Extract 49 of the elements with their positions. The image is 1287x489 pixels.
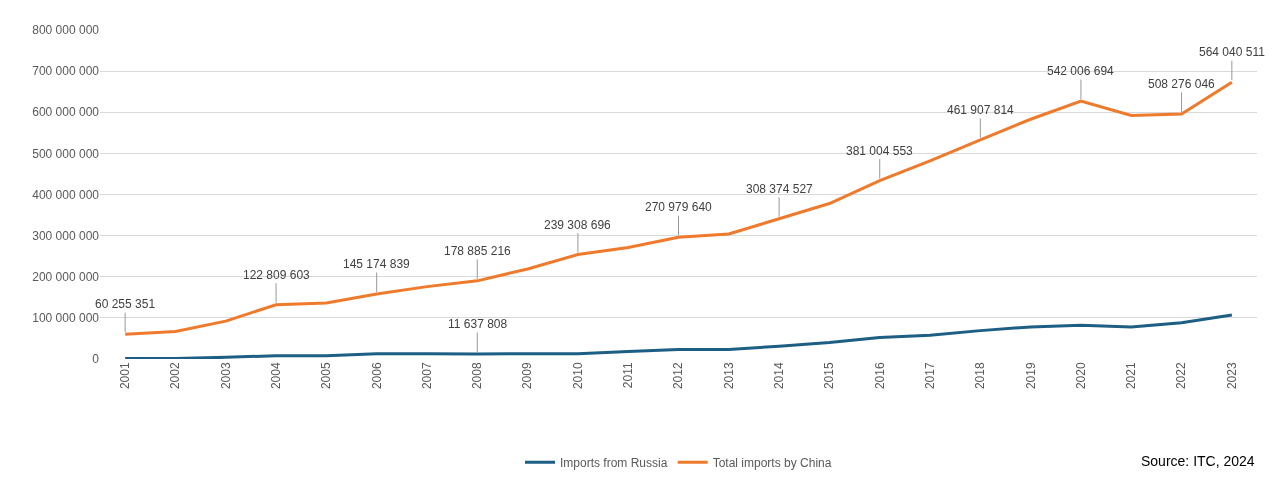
source-note: Source: ITC, 2024 — [1141, 453, 1255, 469]
y-tick-label: 0 — [92, 352, 100, 367]
annotation: 239 308 696 — [544, 218, 612, 232]
y-tick-label: 800 000 000 — [32, 23, 100, 38]
y-tick-label: 300 000 000 — [32, 228, 100, 243]
x-tick-label: 2021 — [1124, 362, 1139, 390]
annotation: 381 004 553 — [846, 144, 914, 158]
x-tick-label: 2022 — [1174, 362, 1189, 390]
annotation: 178 885 216 — [444, 244, 512, 258]
x-tick-label: 2009 — [520, 362, 535, 390]
legend-label: Total imports by China — [712, 456, 832, 471]
annotation: 60 255 351 — [95, 297, 156, 311]
x-tick-label: 2007 — [419, 362, 434, 390]
x-tick-label: 2004 — [268, 362, 283, 390]
annotation: 270 979 640 — [645, 200, 713, 214]
x-tick-label: 2019 — [1023, 362, 1038, 390]
x-tick-label: 2002 — [168, 362, 183, 390]
x-tick-label: 2015 — [822, 362, 837, 390]
x-tick-label: 2006 — [369, 362, 384, 390]
y-tick-label: 600 000 000 — [32, 105, 100, 120]
annotation: 461 907 814 — [947, 103, 1015, 117]
x-tick-label: 2013 — [721, 362, 736, 390]
annotation: 122 809 603 — [243, 268, 311, 282]
y-tick-label: 100 000 000 — [32, 311, 100, 326]
x-tick-label: 2017 — [922, 362, 937, 390]
x-tick-label: 2016 — [872, 362, 887, 390]
legend-label: Imports from Russia — [560, 456, 668, 471]
x-tick-label: 2003 — [218, 362, 233, 390]
line-series — [123, 313, 1234, 359]
x-tick-label: 2014 — [772, 362, 787, 390]
annotation: 308 374 527 — [746, 182, 814, 196]
x-tick-label: 2010 — [570, 362, 585, 390]
y-tick-label: 400 000 000 — [32, 187, 100, 202]
y-tick-label: 200 000 000 — [32, 269, 100, 284]
x-tick-label: 2023 — [1224, 362, 1239, 390]
y-tick-label: 500 000 000 — [32, 146, 100, 161]
annotation: 508 276 046 — [1148, 77, 1216, 91]
y-tick-label: 700 000 000 — [32, 64, 100, 79]
annotation: 145 174 839 — [343, 257, 411, 271]
x-tick-label: 2012 — [671, 362, 686, 390]
x-tick-label: 2018 — [973, 362, 988, 390]
annotation: 542 006 694 — [1047, 64, 1115, 78]
x-tick-label: 2020 — [1073, 362, 1088, 390]
annotation: 564 040 511 — [1199, 45, 1266, 59]
x-tick-label: 2008 — [470, 362, 485, 390]
annotation: 11 637 808 — [448, 317, 508, 331]
x-tick-label: 2005 — [319, 362, 334, 390]
x-tick-label: 2011 — [621, 362, 636, 389]
x-tick-label: 2001 — [118, 362, 133, 390]
